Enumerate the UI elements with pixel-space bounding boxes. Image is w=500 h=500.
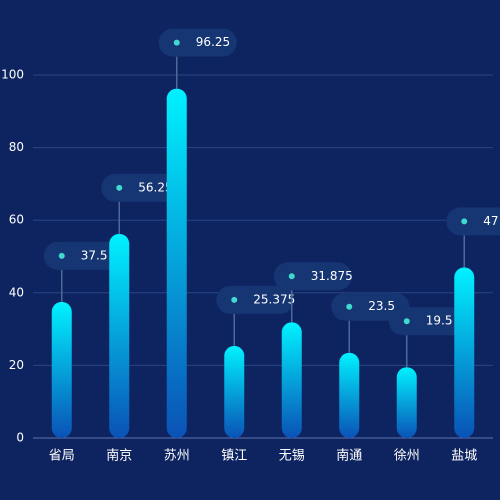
label-bubble [216, 285, 295, 314]
label-dot [173, 39, 180, 46]
label-bubble [273, 262, 352, 291]
x-tick-label: 徐州 [394, 449, 420, 464]
x-tick-label: 镇江 [221, 449, 247, 464]
bar [396, 367, 417, 438]
value-label: 19.5 [426, 314, 453, 328]
bar [454, 267, 475, 438]
label-bubble [388, 307, 467, 336]
bar [166, 88, 187, 439]
value-label: 96.25 [196, 35, 230, 49]
bar [339, 352, 360, 438]
label-dot [288, 273, 295, 280]
bar [281, 322, 302, 438]
label-dot [346, 303, 353, 310]
value-label: 25.375 [253, 292, 295, 306]
y-tick-label: 40 [9, 285, 24, 299]
x-tick-label: 南京 [106, 448, 132, 464]
label-dot [231, 296, 238, 303]
label-dot [461, 218, 468, 225]
value-label: 37.5 [81, 248, 108, 262]
bar [109, 233, 130, 438]
label-bubble [331, 292, 410, 321]
bar [51, 301, 72, 438]
y-tick-label: 80 [9, 140, 24, 154]
x-tick-label: 盐城 [451, 449, 477, 464]
label-dot [403, 318, 410, 325]
value-label: 23.5 [368, 299, 395, 313]
y-tick-label: 100 [1, 68, 24, 82]
y-tick-label: 0 [16, 431, 24, 445]
label-bubble [446, 207, 500, 236]
value-label: 56.25 [138, 180, 172, 194]
x-tick-label: 苏州 [164, 448, 190, 464]
y-tick-label: 20 [9, 358, 24, 372]
label-bubble [101, 173, 180, 202]
x-tick-label: 省局 [49, 449, 75, 464]
value-label: 31.875 [311, 269, 353, 283]
label-bubble [158, 28, 237, 57]
x-tick-label: 南通 [336, 448, 362, 464]
y-tick-label: 60 [9, 213, 24, 227]
label-bubble [43, 241, 122, 270]
value-label: 47 [483, 214, 498, 228]
label-dot [116, 184, 123, 191]
label-dot [58, 252, 65, 259]
x-tick-label: 无锡 [279, 449, 305, 464]
bar [224, 345, 245, 438]
